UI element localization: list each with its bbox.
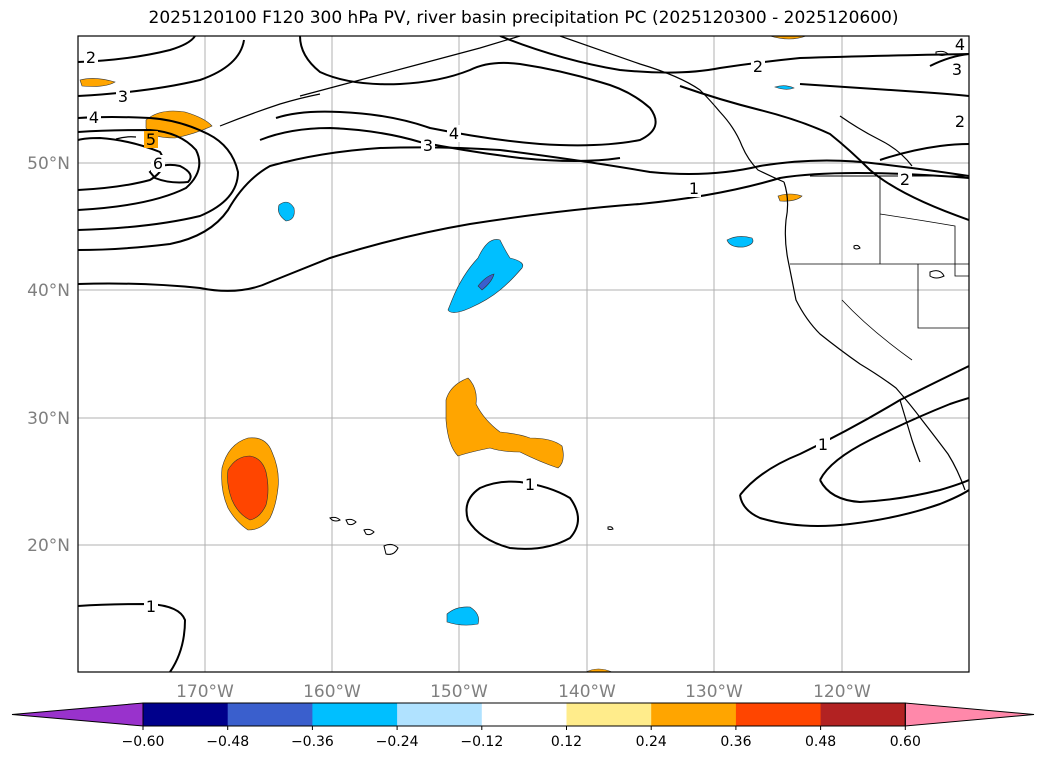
contour-label: 2 xyxy=(753,57,763,76)
map-frame xyxy=(77,35,970,673)
blue-patch-small-1 xyxy=(278,201,295,222)
contour-label: 1 xyxy=(146,597,156,616)
lat-label: 40°N xyxy=(27,281,70,301)
colorbar: −0.60 −0.48 −0.36 −0.24 −0.12 0.12 0.24 0.36 0.4… xyxy=(11,702,1035,750)
lat-label: 30°N xyxy=(27,409,70,429)
colorbar-tick-label: −0.24 xyxy=(376,734,419,750)
orange-patch-coast xyxy=(777,193,803,202)
map-area xyxy=(78,36,969,672)
contour-label: 3 xyxy=(118,87,128,106)
colorbar-tick-label: 0.60 xyxy=(890,734,921,750)
colorbar-segment xyxy=(312,703,398,726)
contour-label: 2 xyxy=(955,112,965,131)
contour-label: 4 xyxy=(955,35,965,54)
orange-patch-nw xyxy=(79,78,116,87)
contour-label: 5 xyxy=(146,130,156,149)
colorbar-outline xyxy=(142,702,906,727)
contour-label: 4 xyxy=(449,124,459,143)
blue-patch-north xyxy=(774,85,795,90)
contour-labels: 2 3 4 5 6 3 4 1 2 4 3 2 2 1 1 1 xyxy=(84,35,967,616)
colorbar-segment xyxy=(651,703,737,726)
blue-patch-east xyxy=(726,236,754,248)
contour-label: 1 xyxy=(689,179,699,198)
lat-label: 50°N xyxy=(27,154,70,174)
colorbar-segment xyxy=(397,703,483,726)
contour-label: 3 xyxy=(423,136,433,155)
colorbar-tick-label: 0.36 xyxy=(720,734,751,750)
contour-label: 3 xyxy=(952,60,962,79)
contour-label: 1 xyxy=(818,435,828,454)
lon-label: 150°W xyxy=(430,682,488,702)
colorbar-tick-label: 0.48 xyxy=(805,734,836,750)
colorbar-tick-label: −0.60 xyxy=(122,734,165,750)
contour-label: 1 xyxy=(525,475,535,494)
island-hawaii xyxy=(383,543,399,555)
coastlines xyxy=(115,36,969,491)
red-patch-west xyxy=(227,455,269,521)
islands xyxy=(329,50,949,555)
colorbar-tick-label: −0.36 xyxy=(291,734,334,750)
contour-label: 6 xyxy=(153,154,163,173)
colorbar-tick-label: 0.12 xyxy=(551,734,582,750)
purple-patch-central xyxy=(477,273,495,291)
blue-patch-south xyxy=(446,606,479,626)
precip-fields xyxy=(79,36,807,672)
colorbar-segment xyxy=(735,703,822,726)
gridlines xyxy=(78,36,969,672)
colorbar-extend-high xyxy=(904,702,1035,727)
lon-label: 160°W xyxy=(303,682,361,702)
colorbar-tick-label: 0.24 xyxy=(636,734,667,750)
longitude-labels: 170°W 160°W 150°W 140°W 130°W 120°W xyxy=(176,682,871,702)
colorbar-segment xyxy=(566,703,652,726)
latitude-labels: 50°N 40°N 30°N 20°N xyxy=(27,154,70,556)
chart-title: 2025120100 F120 300 hPa PV, river basin … xyxy=(148,8,899,28)
contour-label: 2 xyxy=(900,170,910,189)
lat-label: 20°N xyxy=(27,536,70,556)
colorbar-segment xyxy=(227,703,313,726)
colorbar-segment xyxy=(143,703,229,726)
lon-label: 120°W xyxy=(813,682,871,702)
contour-label: 2 xyxy=(86,48,96,67)
colorbar-segment xyxy=(481,703,567,726)
lon-label: 140°W xyxy=(558,682,616,702)
blue-patch-central xyxy=(447,239,524,313)
orange-patch-subtropic xyxy=(445,377,564,469)
colorbar-tick-label: −0.12 xyxy=(460,734,503,750)
lon-label: 170°W xyxy=(176,682,234,702)
pv-contours xyxy=(78,36,969,672)
contour-label: 4 xyxy=(89,108,99,127)
lon-label: 130°W xyxy=(685,682,743,702)
colorbar-tick-label: −0.48 xyxy=(206,734,249,750)
colorbar-extend-low xyxy=(11,702,144,727)
colorbar-segment xyxy=(820,703,906,726)
